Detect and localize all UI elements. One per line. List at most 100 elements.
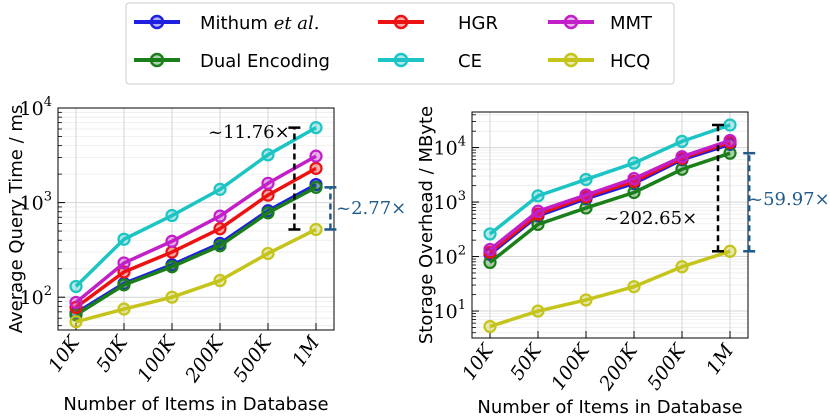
y-tick-label: 102 — [434, 244, 466, 269]
data-point — [309, 121, 323, 135]
legend-label-hgr: HGR — [458, 13, 498, 34]
series-line — [75, 185, 317, 317]
annotation-label: ~202.65× — [604, 208, 697, 229]
data-point — [309, 180, 323, 194]
data-point — [213, 222, 227, 236]
y-tick-label: 103 — [20, 190, 52, 215]
series-mmt — [483, 133, 737, 257]
data-point — [723, 244, 737, 258]
legend-label-hcq: HCQ — [610, 51, 650, 72]
series-hcq — [69, 222, 323, 329]
data-point — [213, 209, 227, 223]
series-ce — [483, 118, 737, 241]
series-line — [488, 123, 731, 236]
series-line — [488, 138, 731, 251]
plot-frame — [57, 107, 335, 331]
x-tick-label: 10K — [458, 339, 499, 385]
series-line — [75, 227, 317, 324]
series-hcq — [483, 244, 737, 334]
data-point — [261, 246, 275, 261]
data-point — [531, 304, 545, 318]
x-tick-label: 1M — [288, 332, 324, 371]
data-point — [723, 146, 737, 160]
x-tick-label: 200K — [595, 339, 644, 395]
series-line — [489, 249, 731, 329]
x-tick-label: 100K — [133, 331, 181, 386]
x-tick-label: 500K — [229, 331, 277, 386]
legend-label-ce: CE — [458, 51, 482, 72]
data-point — [165, 245, 179, 259]
annotation-label: ~59.97× — [748, 189, 830, 210]
data-point — [579, 188, 593, 202]
data-point — [483, 242, 497, 257]
series-ce — [69, 121, 323, 294]
data-point — [675, 150, 689, 164]
series-dual-encoding — [69, 180, 323, 322]
data-point — [261, 148, 275, 162]
annotation-speedup-max: ~202.65× — [604, 123, 724, 253]
data-point — [483, 227, 497, 241]
data-point — [69, 295, 83, 310]
legend-entry-ce: CE — [378, 51, 482, 72]
series-line — [74, 154, 317, 304]
data-point — [627, 156, 641, 170]
data-point — [723, 133, 737, 148]
legend-box — [125, 2, 675, 85]
y-tick-label: 104 — [434, 135, 466, 160]
data-point — [213, 239, 227, 253]
data-point — [675, 162, 689, 176]
data-point — [165, 234, 179, 248]
y-axis-label: Average Query Time / ms — [6, 105, 27, 334]
data-point — [309, 161, 323, 175]
data-point — [675, 134, 689, 148]
y-tick-label: 101 — [434, 298, 466, 323]
data-point — [531, 204, 545, 218]
y-tick-label: 104 — [20, 95, 52, 120]
legend-entry-hcq: HCQ — [548, 51, 650, 72]
y-tick-label: 103 — [434, 189, 466, 214]
data-point — [627, 185, 641, 200]
data-point — [165, 290, 179, 304]
data-point — [627, 171, 641, 186]
y-tick-label: 102 — [20, 284, 52, 309]
annotation-label: ~2.77× — [336, 198, 406, 219]
x-tick-label: 200K — [181, 331, 230, 387]
legend: Mithum et al. HGR MMT Dual Encoding CE H… — [125, 2, 675, 85]
x-tick-label: 1M — [702, 340, 738, 379]
data-point — [261, 176, 275, 190]
annotation-speedup-max: ~11.76× — [208, 122, 301, 231]
legend-entry-mithum: Mithum et al. — [134, 13, 320, 34]
x-tick-label: 50K — [506, 339, 547, 385]
x-tick-label: 10K — [44, 331, 85, 377]
data-point — [213, 182, 227, 196]
data-point — [579, 293, 593, 307]
data-point — [117, 256, 131, 270]
data-point — [117, 232, 131, 246]
legend-entry-dual-encoding: Dual Encoding — [134, 51, 330, 72]
legend-entry-hgr: HGR — [378, 13, 498, 34]
legend-label-mmt: MMT — [610, 13, 653, 34]
annotation-speedup-min: ~59.97× — [743, 151, 830, 253]
series-hgr — [69, 161, 323, 315]
series-line — [74, 166, 317, 309]
data-point — [69, 315, 83, 329]
data-point — [261, 206, 275, 220]
annotation-speedup-min: ~2.77× — [324, 186, 406, 231]
x-tick-label: 500K — [643, 339, 691, 394]
data-point — [723, 118, 737, 132]
legend-entry-mmt: MMT — [548, 13, 653, 34]
data-point — [117, 302, 131, 316]
series-line — [488, 151, 731, 264]
legend-label-dual-encoding: Dual Encoding — [200, 51, 330, 72]
series-line — [74, 126, 317, 288]
data-point — [117, 278, 131, 292]
annotation-label: ~11.76× — [208, 122, 290, 143]
x-axis-label: Number of Items in Database — [63, 394, 328, 415]
data-point — [309, 222, 323, 237]
data-point — [165, 208, 179, 223]
data-point — [165, 260, 179, 274]
x-tick-label: 50K — [92, 331, 133, 377]
x-tick-label: 100K — [547, 339, 595, 394]
data-point — [309, 149, 323, 163]
data-point — [579, 201, 593, 215]
